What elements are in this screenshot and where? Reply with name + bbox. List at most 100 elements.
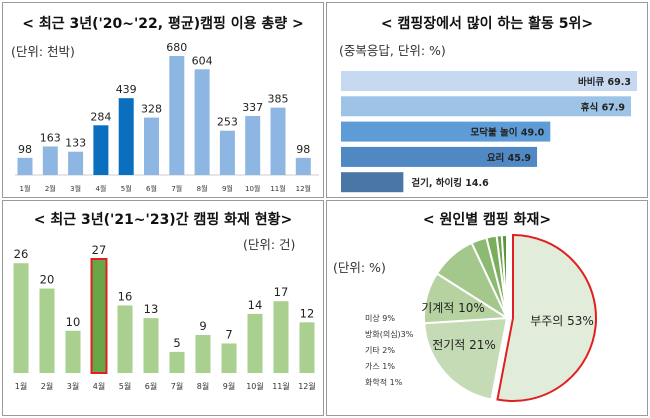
bar-6월 [143,318,159,373]
data-label: 7 [225,327,232,341]
tick-label: 1월 [20,184,31,193]
data-label: 모닥불 놀이 49.0 [471,127,545,139]
data-label: 98 [18,143,32,156]
unit-label: (단위: %) [333,260,386,275]
bar-걷기, 하이킹 [341,172,404,193]
bar-11월 [270,107,286,175]
tick-label: 12월 [298,381,316,391]
bar-4월 [90,258,108,374]
tick-label: 6월 [145,381,157,391]
data-label: 98 [296,143,310,156]
tick-label: 9월 [223,381,235,391]
tick-label: 9월 [222,184,233,193]
bar-9월 [219,130,235,175]
bar-1월 [13,263,29,373]
unit-label: (단위: 건) [243,237,296,252]
legend-label: 미상 9% [365,313,395,323]
bar-7월 [169,56,185,175]
panel-fire-stats: < 최근 3년('21~'23)간 캠핑 화재 현황> (단위: 건) 26 1월… [2,200,324,416]
legend-label: 기타 2% [365,346,395,355]
data-label: 20 [40,273,55,287]
data-label: 휴식 67.9 [581,101,625,113]
data-label: 13 [144,302,159,316]
bar-2월 [39,288,55,373]
usage-bar-chart: 98 1월 163 2월 133 3월 284 4월 439 5월 328 6월 680 7월 604 8월 2… [15,41,319,193]
tick-label: 3월 [67,381,79,391]
data-label: 284 [90,110,111,123]
bar-8월 [195,335,211,373]
legend-label: 가스 1% [365,362,395,371]
data-label: 439 [116,83,137,96]
tick-label: 4월 [95,184,106,193]
bar-1월 [17,157,33,175]
bar-7월 [169,351,185,373]
tick-label: 11월 [270,184,285,193]
tick-label: 11월 [272,381,290,391]
data-label: 26 [14,247,29,261]
chart-title: < 캠핑장에서 많이 하는 활동 5위> [380,16,594,32]
data-label: 328 [141,103,162,116]
bar-3월 [68,151,84,175]
bar-모닥불 놀이 [341,121,551,142]
bar-12월 [299,322,315,373]
bar-12월 [295,157,311,175]
legend-label: 화학적 1% [365,377,403,387]
fire-bar-chart: 26 1월 20 2월 10 3월 27 4월 16 5월 13 6월 5 7월 9 8월 7 9월 14 10월 17… [13,243,316,391]
tick-label: 4월 [93,381,105,391]
chart-title: < 원인별 캠핑 화재> [422,212,552,228]
tick-label: 6월 [146,184,157,193]
data-label: 385 [268,93,289,106]
bar-5월 [118,98,134,175]
bar-9월 [221,343,237,373]
tick-label: 8월 [197,184,208,193]
data-label: 133 [65,137,86,150]
data-label: 17 [274,285,289,299]
activities-bar-chart: 바비큐 69.3 휴식 67.9 모닥불 놀이 49.0 요리 45.9 걷기, 하이킹… [341,71,637,193]
tick-label: 8월 [197,381,209,391]
bar-바비큐 [341,71,637,91]
tick-label: 3월 [70,184,81,193]
tick-label: 12월 [296,184,311,193]
bar-휴식 [341,96,632,117]
chart-title: < 최근 3년('20~'22, 평균)캠핑 이용 총량 > [22,16,304,32]
data-label: 604 [192,54,213,67]
tick-label: 10월 [246,381,264,391]
tick-label: 7월 [171,184,182,193]
tick-label: 2월 [41,381,53,391]
unit-label: (중복응답, 단위: %) [339,43,446,58]
slice-부주의 [496,233,597,402]
tick-label: 1월 [15,381,27,391]
panel-activities: < 캠핑장에서 많이 하는 활동 5위> (중복응답, 단위: %) 바비큐 6… [326,2,648,198]
data-label: 9 [199,319,206,333]
bar-4월 [93,125,109,175]
data-label: 680 [166,41,187,54]
bar-10월 [245,116,261,175]
bar-10월 [247,313,263,373]
fire-cause-pie-chart: 부주의 53% 전기적 21% 기계적 10% 미상 9% 방화(의심)3% 기타 2% 가… [365,233,597,402]
data-label: 16 [118,289,133,303]
panel-camping-usage: < 최근 3년('20~'22, 평균)캠핑 이용 총량 > (단위: 천박) … [2,2,324,198]
tick-label: 5월 [121,184,132,193]
slice-label: 기계적 10% [421,301,485,315]
bar-8월 [194,69,210,175]
legend-label: 방화(의심)3% [365,329,414,339]
data-label: 바비큐 69.3 [578,76,631,88]
bar-11월 [273,301,289,373]
tick-label: 5월 [119,381,131,391]
data-label: 14 [248,298,263,312]
unit-label: (단위: 천박) [11,44,75,59]
slice-label: 부주의 53% [530,314,594,328]
panel-fire-causes: < 원인별 캠핑 화재> (단위: %) 부주의 53% 전기적 21% 기계적 1… [326,200,648,416]
data-label: 12 [300,306,315,320]
slice-화학적 [500,233,508,319]
slice-label: 전기적 21% [432,338,496,352]
tick-label: 7월 [171,381,183,391]
chart-title: < 최근 3년('21~'23)간 캠핑 화재 현황> [33,212,293,228]
data-label: 337 [242,101,263,114]
data-label: 27 [92,243,107,257]
bar-6월 [144,117,159,175]
tick-label: 10월 [245,184,260,193]
data-label: 5 [173,336,180,350]
data-label: 163 [40,131,61,144]
tick-label: 2월 [45,184,56,193]
